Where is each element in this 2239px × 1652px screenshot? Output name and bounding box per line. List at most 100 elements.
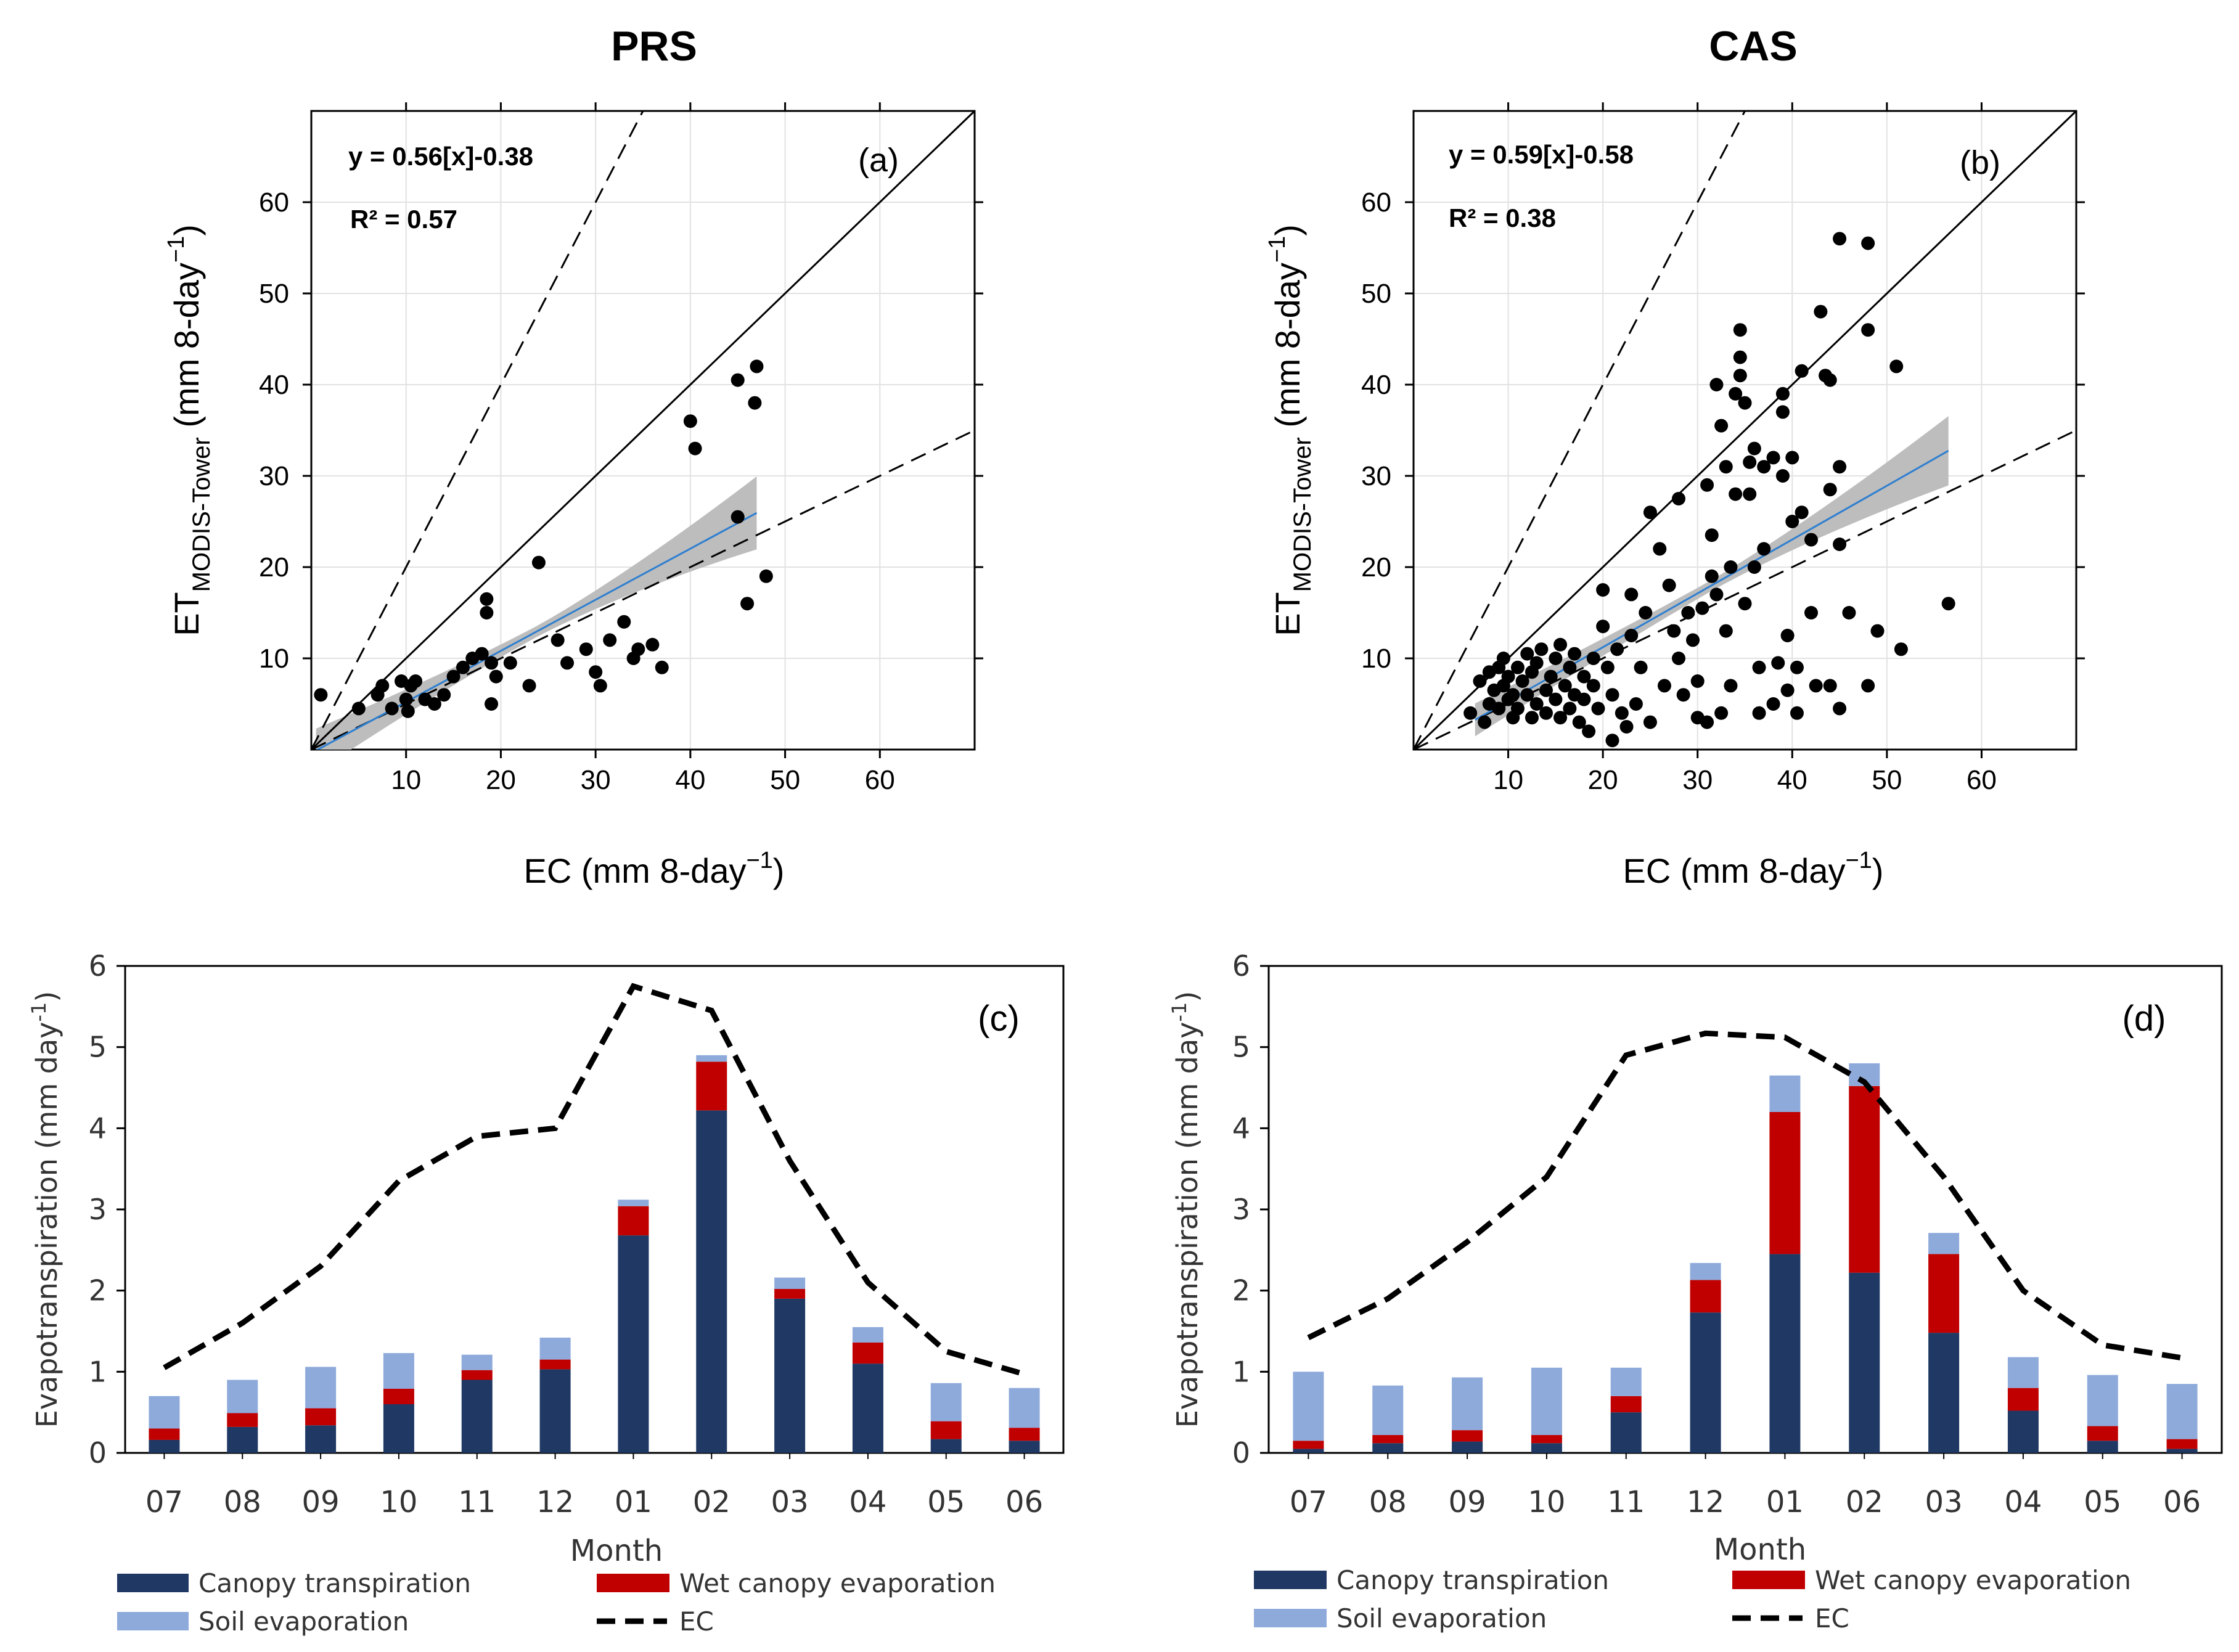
scatter-point [1733,369,1747,383]
scatter-point [1700,478,1714,492]
scatter-point [1676,688,1690,702]
scatter-point [1709,587,1724,602]
x-tick-label: 04 [2004,1485,2042,1519]
scatter-point [1785,451,1799,465]
scatter-point [655,660,669,674]
scatter-point [579,642,593,656]
bar-segment [852,1364,883,1453]
scatter-point [485,656,499,670]
scatter-point [731,373,745,387]
scatter-point [1695,601,1709,615]
legend-ec: EC [1815,1603,1849,1634]
scatter-point [409,674,423,688]
y-tick-label: 40 [1361,370,1391,400]
x-tick-label: 06 [1005,1485,1043,1519]
scatter-point [1549,692,1563,706]
scatter-point [1757,542,1771,556]
bar-segment [1849,1086,1880,1273]
x-tick-label: 50 [1872,765,1902,795]
x-tick-label: 30 [581,765,611,795]
bar-segment [2087,1441,2118,1453]
scatter-point [401,704,415,718]
panel-c-y-axis-label: Evapotranspiration (mm day-1) [27,991,63,1428]
bar-segment [2007,1357,2039,1388]
y-tick-label: 50 [1361,279,1391,309]
scatter-point [731,510,745,524]
bar-segment [1009,1388,1040,1428]
scatter-point [456,660,470,674]
y-tick-label: 4 [89,1111,107,1145]
y-tick-label: 60 [1361,187,1391,218]
scatter-point [1643,505,1657,520]
scatter-point [1529,656,1544,670]
scatter-point [1833,460,1847,474]
scatter-point [1724,560,1738,574]
legend-canopy-transpiration: Canopy transpiration [1336,1565,1609,1595]
bar-segment [2087,1375,2118,1426]
scatter-point [427,697,441,711]
scatter-point [1814,305,1828,319]
scatter-point [1833,538,1847,551]
scatter-point [385,701,399,716]
bar-segment [227,1426,258,1453]
y-tick-label: 1 [1232,1355,1250,1388]
y-tick-label: 20 [1361,552,1391,583]
scatter-point [1780,683,1795,697]
panel-b-equation: y = 0.59[x]-0.58 [1449,140,1634,169]
scatter-point [1596,583,1610,597]
scatter-point [1525,711,1539,725]
scatter-point [593,679,607,693]
scatter-point [1823,679,1837,693]
scatter-point [1752,660,1766,674]
scatter-point [748,396,762,410]
scatter-point [314,688,328,702]
x-tick-label: 03 [1925,1485,1963,1519]
scatter-point [370,688,385,702]
scatter-point [1686,633,1700,647]
scatter-point [531,555,546,570]
x-tick-label: 50 [770,765,800,795]
scatter-point [1492,701,1506,716]
scatter-point [759,569,773,583]
y-tick-label: 4 [1232,1111,1250,1145]
scatter-point [1743,455,1757,469]
scatter-point [1842,606,1856,620]
scatter-point [1823,483,1837,497]
scatter-point [1833,232,1847,246]
scatter-point [1780,629,1795,642]
bar-segment [2087,1426,2118,1441]
y-tick-label: 5 [1232,1031,1250,1064]
scatter-point [1681,606,1695,620]
scatter-point [1785,515,1799,528]
legend-canopy-transpiration: Canopy transpiration [199,1568,471,1598]
panel-c-y-ticks: 0 1 2 3 4 5 6 [89,949,125,1470]
scatter-point [351,701,366,716]
scatter-point [688,441,702,456]
scatter-point [1605,688,1619,702]
scatter-point [740,597,755,611]
scatter-point [1667,624,1681,638]
bar-segment [2166,1439,2198,1449]
scatter-point [1752,706,1766,720]
scatter-point [1766,451,1780,465]
scatter-point [1833,701,1847,716]
bar-segment [1009,1428,1040,1441]
legend-swatch-soil-evaporation [117,1612,189,1630]
panel-b-x-axis-label: EC (mm 8-day−1) [1623,848,1884,890]
panel-d-y-axis-label: Evapotranspiration (mm day-1) [1168,991,1204,1428]
scatter-point [1529,697,1544,711]
panel-c-bars [149,1055,1040,1453]
x-tick-label: 02 [693,1485,731,1519]
y-tick-label: 6 [1232,949,1250,983]
legend-wet-canopy-evaporation: Wet canopy evaporation [679,1568,996,1598]
scatter-point [1563,660,1577,674]
x-tick-label: 06 [2163,1485,2201,1519]
x-tick-label: 40 [675,765,705,795]
x-tick-label: 10 [1528,1485,1565,1519]
scatter-point [603,633,617,647]
x-tick-label: 09 [302,1485,340,1519]
y-tick-label: 60 [259,187,289,218]
scatter-point [1539,706,1553,720]
